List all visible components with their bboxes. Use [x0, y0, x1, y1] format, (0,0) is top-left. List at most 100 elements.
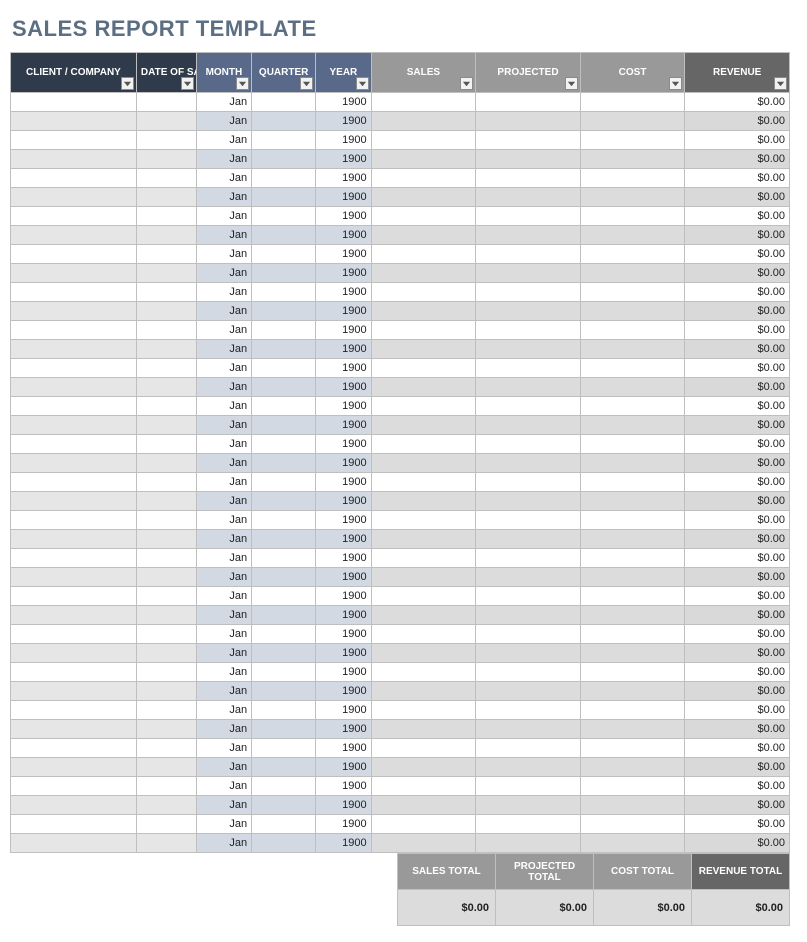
cell-client[interactable]	[11, 359, 137, 378]
cell-year[interactable]: 1900	[316, 625, 371, 644]
cell-year[interactable]: 1900	[316, 302, 371, 321]
cell-sales[interactable]	[371, 283, 476, 302]
cell-month[interactable]: Jan	[196, 815, 251, 834]
cell-revenue[interactable]: $0.00	[685, 777, 790, 796]
cell-year[interactable]: 1900	[316, 435, 371, 454]
cell-cost[interactable]	[580, 340, 685, 359]
cell-year[interactable]: 1900	[316, 397, 371, 416]
cell-month[interactable]: Jan	[196, 625, 251, 644]
cell-year[interactable]: 1900	[316, 340, 371, 359]
cell-client[interactable]	[11, 663, 137, 682]
cell-cost[interactable]	[580, 283, 685, 302]
cell-client[interactable]	[11, 435, 137, 454]
cell-client[interactable]	[11, 378, 137, 397]
cell-year[interactable]: 1900	[316, 511, 371, 530]
cell-sales[interactable]	[371, 644, 476, 663]
cell-proj[interactable]	[476, 378, 581, 397]
cell-quarter[interactable]	[252, 454, 316, 473]
cell-month[interactable]: Jan	[196, 302, 251, 321]
cell-year[interactable]: 1900	[316, 644, 371, 663]
cell-year[interactable]: 1900	[316, 796, 371, 815]
cell-month[interactable]: Jan	[196, 796, 251, 815]
cell-year[interactable]: 1900	[316, 777, 371, 796]
cell-month[interactable]: Jan	[196, 226, 251, 245]
cell-date[interactable]	[136, 834, 196, 853]
cell-month[interactable]: Jan	[196, 131, 251, 150]
cell-cost[interactable]	[580, 321, 685, 340]
cell-revenue[interactable]: $0.00	[685, 492, 790, 511]
filter-dropdown-icon[interactable]	[565, 77, 578, 90]
cell-quarter[interactable]	[252, 321, 316, 340]
cell-client[interactable]	[11, 169, 137, 188]
cell-proj[interactable]	[476, 302, 581, 321]
cell-revenue[interactable]: $0.00	[685, 549, 790, 568]
cell-cost[interactable]	[580, 416, 685, 435]
cell-year[interactable]: 1900	[316, 131, 371, 150]
cell-date[interactable]	[136, 587, 196, 606]
cell-client[interactable]	[11, 416, 137, 435]
cell-revenue[interactable]: $0.00	[685, 150, 790, 169]
cell-month[interactable]: Jan	[196, 701, 251, 720]
cell-proj[interactable]	[476, 169, 581, 188]
cell-date[interactable]	[136, 701, 196, 720]
cell-quarter[interactable]	[252, 682, 316, 701]
cell-sales[interactable]	[371, 796, 476, 815]
cell-proj[interactable]	[476, 245, 581, 264]
cell-cost[interactable]	[580, 701, 685, 720]
cell-revenue[interactable]: $0.00	[685, 739, 790, 758]
cell-cost[interactable]	[580, 720, 685, 739]
cell-date[interactable]	[136, 530, 196, 549]
cell-quarter[interactable]	[252, 207, 316, 226]
filter-dropdown-icon[interactable]	[181, 77, 194, 90]
cell-quarter[interactable]	[252, 150, 316, 169]
cell-date[interactable]	[136, 188, 196, 207]
cell-month[interactable]: Jan	[196, 321, 251, 340]
cell-sales[interactable]	[371, 340, 476, 359]
cell-revenue[interactable]: $0.00	[685, 321, 790, 340]
cell-cost[interactable]	[580, 739, 685, 758]
cell-proj[interactable]	[476, 454, 581, 473]
cell-revenue[interactable]: $0.00	[685, 340, 790, 359]
cell-proj[interactable]	[476, 188, 581, 207]
cell-revenue[interactable]: $0.00	[685, 663, 790, 682]
cell-date[interactable]	[136, 245, 196, 264]
cell-date[interactable]	[136, 720, 196, 739]
cell-proj[interactable]	[476, 549, 581, 568]
cell-proj[interactable]	[476, 587, 581, 606]
cell-sales[interactable]	[371, 720, 476, 739]
cell-sales[interactable]	[371, 701, 476, 720]
cell-date[interactable]	[136, 644, 196, 663]
cell-client[interactable]	[11, 568, 137, 587]
cell-revenue[interactable]: $0.00	[685, 701, 790, 720]
cell-proj[interactable]	[476, 777, 581, 796]
cell-sales[interactable]	[371, 321, 476, 340]
cell-revenue[interactable]: $0.00	[685, 644, 790, 663]
cell-quarter[interactable]	[252, 226, 316, 245]
cell-year[interactable]: 1900	[316, 606, 371, 625]
cell-cost[interactable]	[580, 511, 685, 530]
cell-date[interactable]	[136, 207, 196, 226]
cell-client[interactable]	[11, 454, 137, 473]
cell-year[interactable]: 1900	[316, 549, 371, 568]
cell-proj[interactable]	[476, 834, 581, 853]
cell-cost[interactable]	[580, 587, 685, 606]
cell-cost[interactable]	[580, 682, 685, 701]
cell-cost[interactable]	[580, 264, 685, 283]
cell-client[interactable]	[11, 530, 137, 549]
filter-dropdown-icon[interactable]	[669, 77, 682, 90]
cell-proj[interactable]	[476, 93, 581, 112]
cell-month[interactable]: Jan	[196, 245, 251, 264]
cell-year[interactable]: 1900	[316, 758, 371, 777]
cell-quarter[interactable]	[252, 739, 316, 758]
cell-client[interactable]	[11, 682, 137, 701]
cell-client[interactable]	[11, 796, 137, 815]
cell-sales[interactable]	[371, 549, 476, 568]
cell-sales[interactable]	[371, 359, 476, 378]
cell-revenue[interactable]: $0.00	[685, 606, 790, 625]
cell-sales[interactable]	[371, 207, 476, 226]
cell-date[interactable]	[136, 378, 196, 397]
cell-cost[interactable]	[580, 454, 685, 473]
cell-quarter[interactable]	[252, 834, 316, 853]
cell-sales[interactable]	[371, 587, 476, 606]
cell-sales[interactable]	[371, 397, 476, 416]
